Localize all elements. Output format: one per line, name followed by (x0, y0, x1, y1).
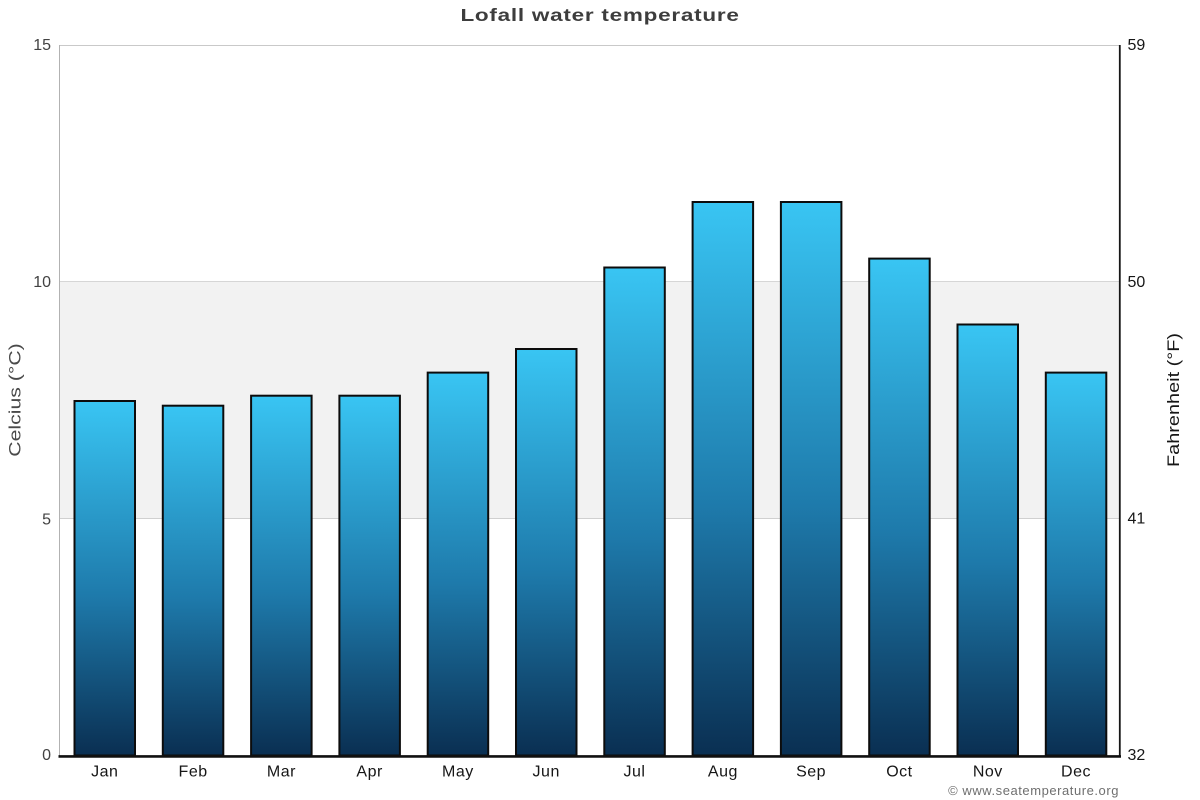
svg-text:Sep: Sep (796, 764, 826, 781)
svg-text:Jul: Jul (624, 764, 646, 781)
svg-text:50: 50 (1128, 274, 1146, 291)
svg-text:59: 59 (1128, 37, 1146, 54)
svg-text:Lofall water temperature: Lofall water temperature (460, 6, 739, 25)
svg-text:Mar: Mar (267, 764, 296, 781)
svg-text:Aug: Aug (708, 764, 738, 781)
svg-text:32: 32 (1128, 747, 1146, 764)
svg-text:Feb: Feb (179, 764, 208, 781)
svg-text:41: 41 (1128, 511, 1146, 528)
svg-text:May: May (442, 764, 474, 781)
svg-text:Jan: Jan (91, 764, 118, 781)
svg-text:Jun: Jun (533, 764, 560, 781)
svg-text:Fahrenheit (°F): Fahrenheit (°F) (1163, 333, 1182, 467)
svg-text:10: 10 (33, 274, 51, 291)
svg-text:15: 15 (33, 37, 51, 54)
svg-text:Celcius (°C): Celcius (°C) (6, 343, 25, 457)
svg-text:5: 5 (42, 512, 51, 529)
svg-text:Nov: Nov (973, 764, 1003, 781)
svg-text:0: 0 (42, 747, 51, 764)
svg-text:Dec: Dec (1061, 764, 1091, 781)
svg-text:© www.seatemperature.org: © www.seatemperature.org (948, 783, 1119, 798)
svg-text:Apr: Apr (356, 764, 383, 781)
svg-text:Oct: Oct (886, 764, 912, 781)
